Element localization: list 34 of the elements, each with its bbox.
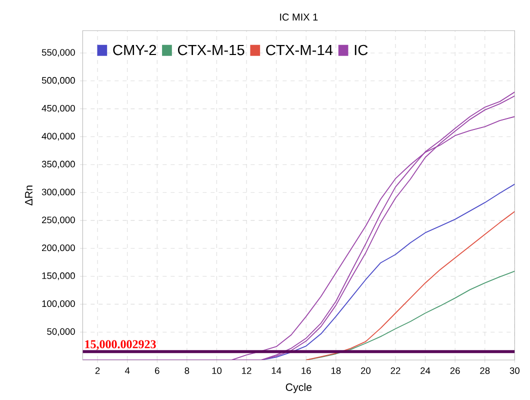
y-tick-label: 50,000 xyxy=(47,328,75,336)
y-tick-label: 550,000 xyxy=(42,49,75,57)
legend-label: CMY-2 xyxy=(113,44,156,56)
x-tick-label: 22 xyxy=(390,367,400,374)
x-tick-label: 20 xyxy=(360,367,371,374)
x-tick-label: 18 xyxy=(331,367,341,374)
y-tick-label: 250,000 xyxy=(42,216,75,224)
x-tick-label: 4 xyxy=(124,367,130,374)
legend-label: CTX-M-14 xyxy=(266,44,333,56)
x-tick-label: 2 xyxy=(95,367,100,374)
x-tick-label: 6 xyxy=(155,367,160,374)
x-tick-label: 8 xyxy=(184,367,190,374)
x-tick-label: 28 xyxy=(480,367,490,374)
chart-title: IC MIX 1 xyxy=(280,14,318,21)
y-tick-label: 450,000 xyxy=(42,104,75,113)
x-tick-label: 30 xyxy=(510,367,520,374)
y-tick-label: 400,000 xyxy=(42,132,75,141)
x-tick-label: 14 xyxy=(272,367,282,374)
legend-label: IC xyxy=(354,44,368,56)
x-tick-label: 16 xyxy=(302,367,311,374)
y-tick-label: 300,000 xyxy=(42,188,75,196)
x-axis-title: Cycle xyxy=(286,383,312,394)
y-tick-label: 150,000 xyxy=(42,272,75,280)
x-tick-label: 10 xyxy=(212,367,222,374)
ref-line-label: 15,000.002923 xyxy=(85,340,156,350)
y-tick-label: 350,000 xyxy=(42,160,75,168)
y-tick-label: 100,000 xyxy=(42,300,75,308)
y-tick-label: 200,000 xyxy=(42,244,75,252)
y-axis-title: ΔRn xyxy=(25,186,32,206)
y-tick-label: 500,000 xyxy=(42,77,75,85)
x-tick-label: 26 xyxy=(450,367,460,374)
x-tick-label: 24 xyxy=(420,367,430,374)
x-tick-label: 12 xyxy=(242,367,252,374)
legend-label: CTX-M-15 xyxy=(178,44,244,56)
